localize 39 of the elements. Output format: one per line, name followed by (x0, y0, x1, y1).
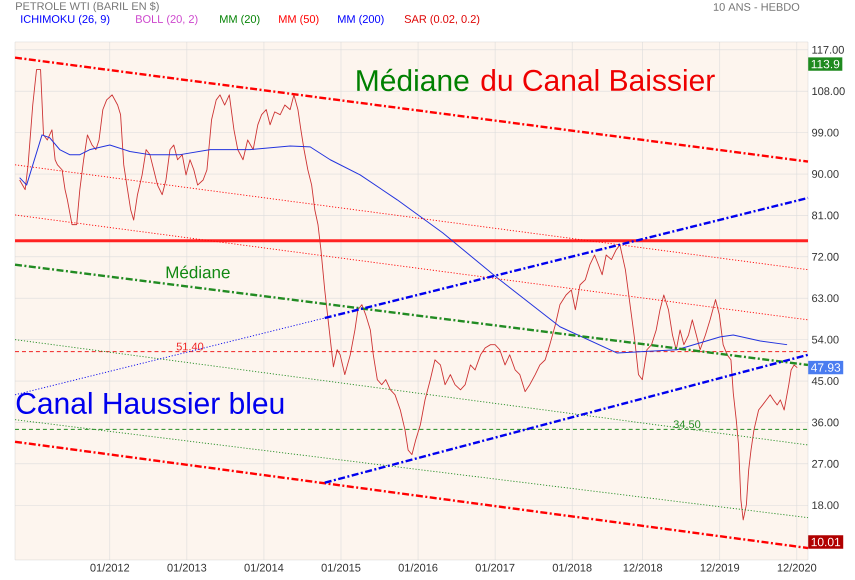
x-tick-label: 12/2018 (624, 564, 662, 572)
annotation: Médiane (166, 266, 230, 278)
text: MM (50) (279, 14, 318, 26)
y-tick-label: 36.00 (812, 418, 839, 426)
x-tick-label: 12/2019 (700, 564, 740, 572)
text: BOLL (20, 2) (136, 14, 198, 26)
annotation: Médiane (357, 68, 468, 92)
annotation: 113.9 (812, 60, 840, 68)
x-tick-label: 01/2014 (244, 564, 284, 572)
x-tick-label: 01/2018 (552, 564, 592, 572)
annotation: du Canal Baissier (481, 68, 715, 92)
x-tick-label: 01/2017 (476, 564, 514, 572)
ref-line-label: 51.40 (176, 342, 204, 350)
annotation: Canal Haussier bleu (16, 392, 284, 414)
x-tick-label: 12/2020 (778, 564, 816, 572)
text: MM (20) (220, 14, 260, 26)
x-tick-label: 01/2016 (398, 564, 438, 572)
y-tick-label: 81.00 (812, 212, 839, 220)
x-tick-label: 01/2015 (322, 564, 360, 572)
y-tick-label: 72.00 (812, 252, 839, 261)
y-tick-label: 45.00 (812, 377, 839, 385)
annotation: 10.01 (812, 538, 840, 546)
annotation: 47.93 (810, 363, 840, 372)
y-tick-label: 27.00 (812, 460, 839, 468)
x-tick-label: 01/2013 (167, 564, 206, 572)
chart-subtitle: 10 ANS - HEBDO (714, 3, 800, 11)
ref-line-label: 34.50 (674, 420, 700, 428)
y-tick-label: 90.00 (812, 170, 839, 178)
y-tick-label: 117.00 (812, 46, 844, 54)
text: MM (200) (338, 14, 384, 26)
chart-title: PETROLE WTI (BARIL EN $) (16, 2, 159, 12)
y-tick-label: 54.00 (812, 336, 839, 344)
y-tick-label: 18.00 (812, 501, 839, 510)
y-tick-label: 63.00 (812, 294, 839, 302)
text: ICHIMOKU (26, 9) (21, 14, 110, 26)
y-tick-label: 99.00 (812, 128, 839, 137)
text: SAR (0.02, 0.2) (404, 14, 480, 26)
y-tick-label: 108.00 (812, 87, 845, 96)
x-tick-label: 01/2012 (90, 564, 130, 572)
